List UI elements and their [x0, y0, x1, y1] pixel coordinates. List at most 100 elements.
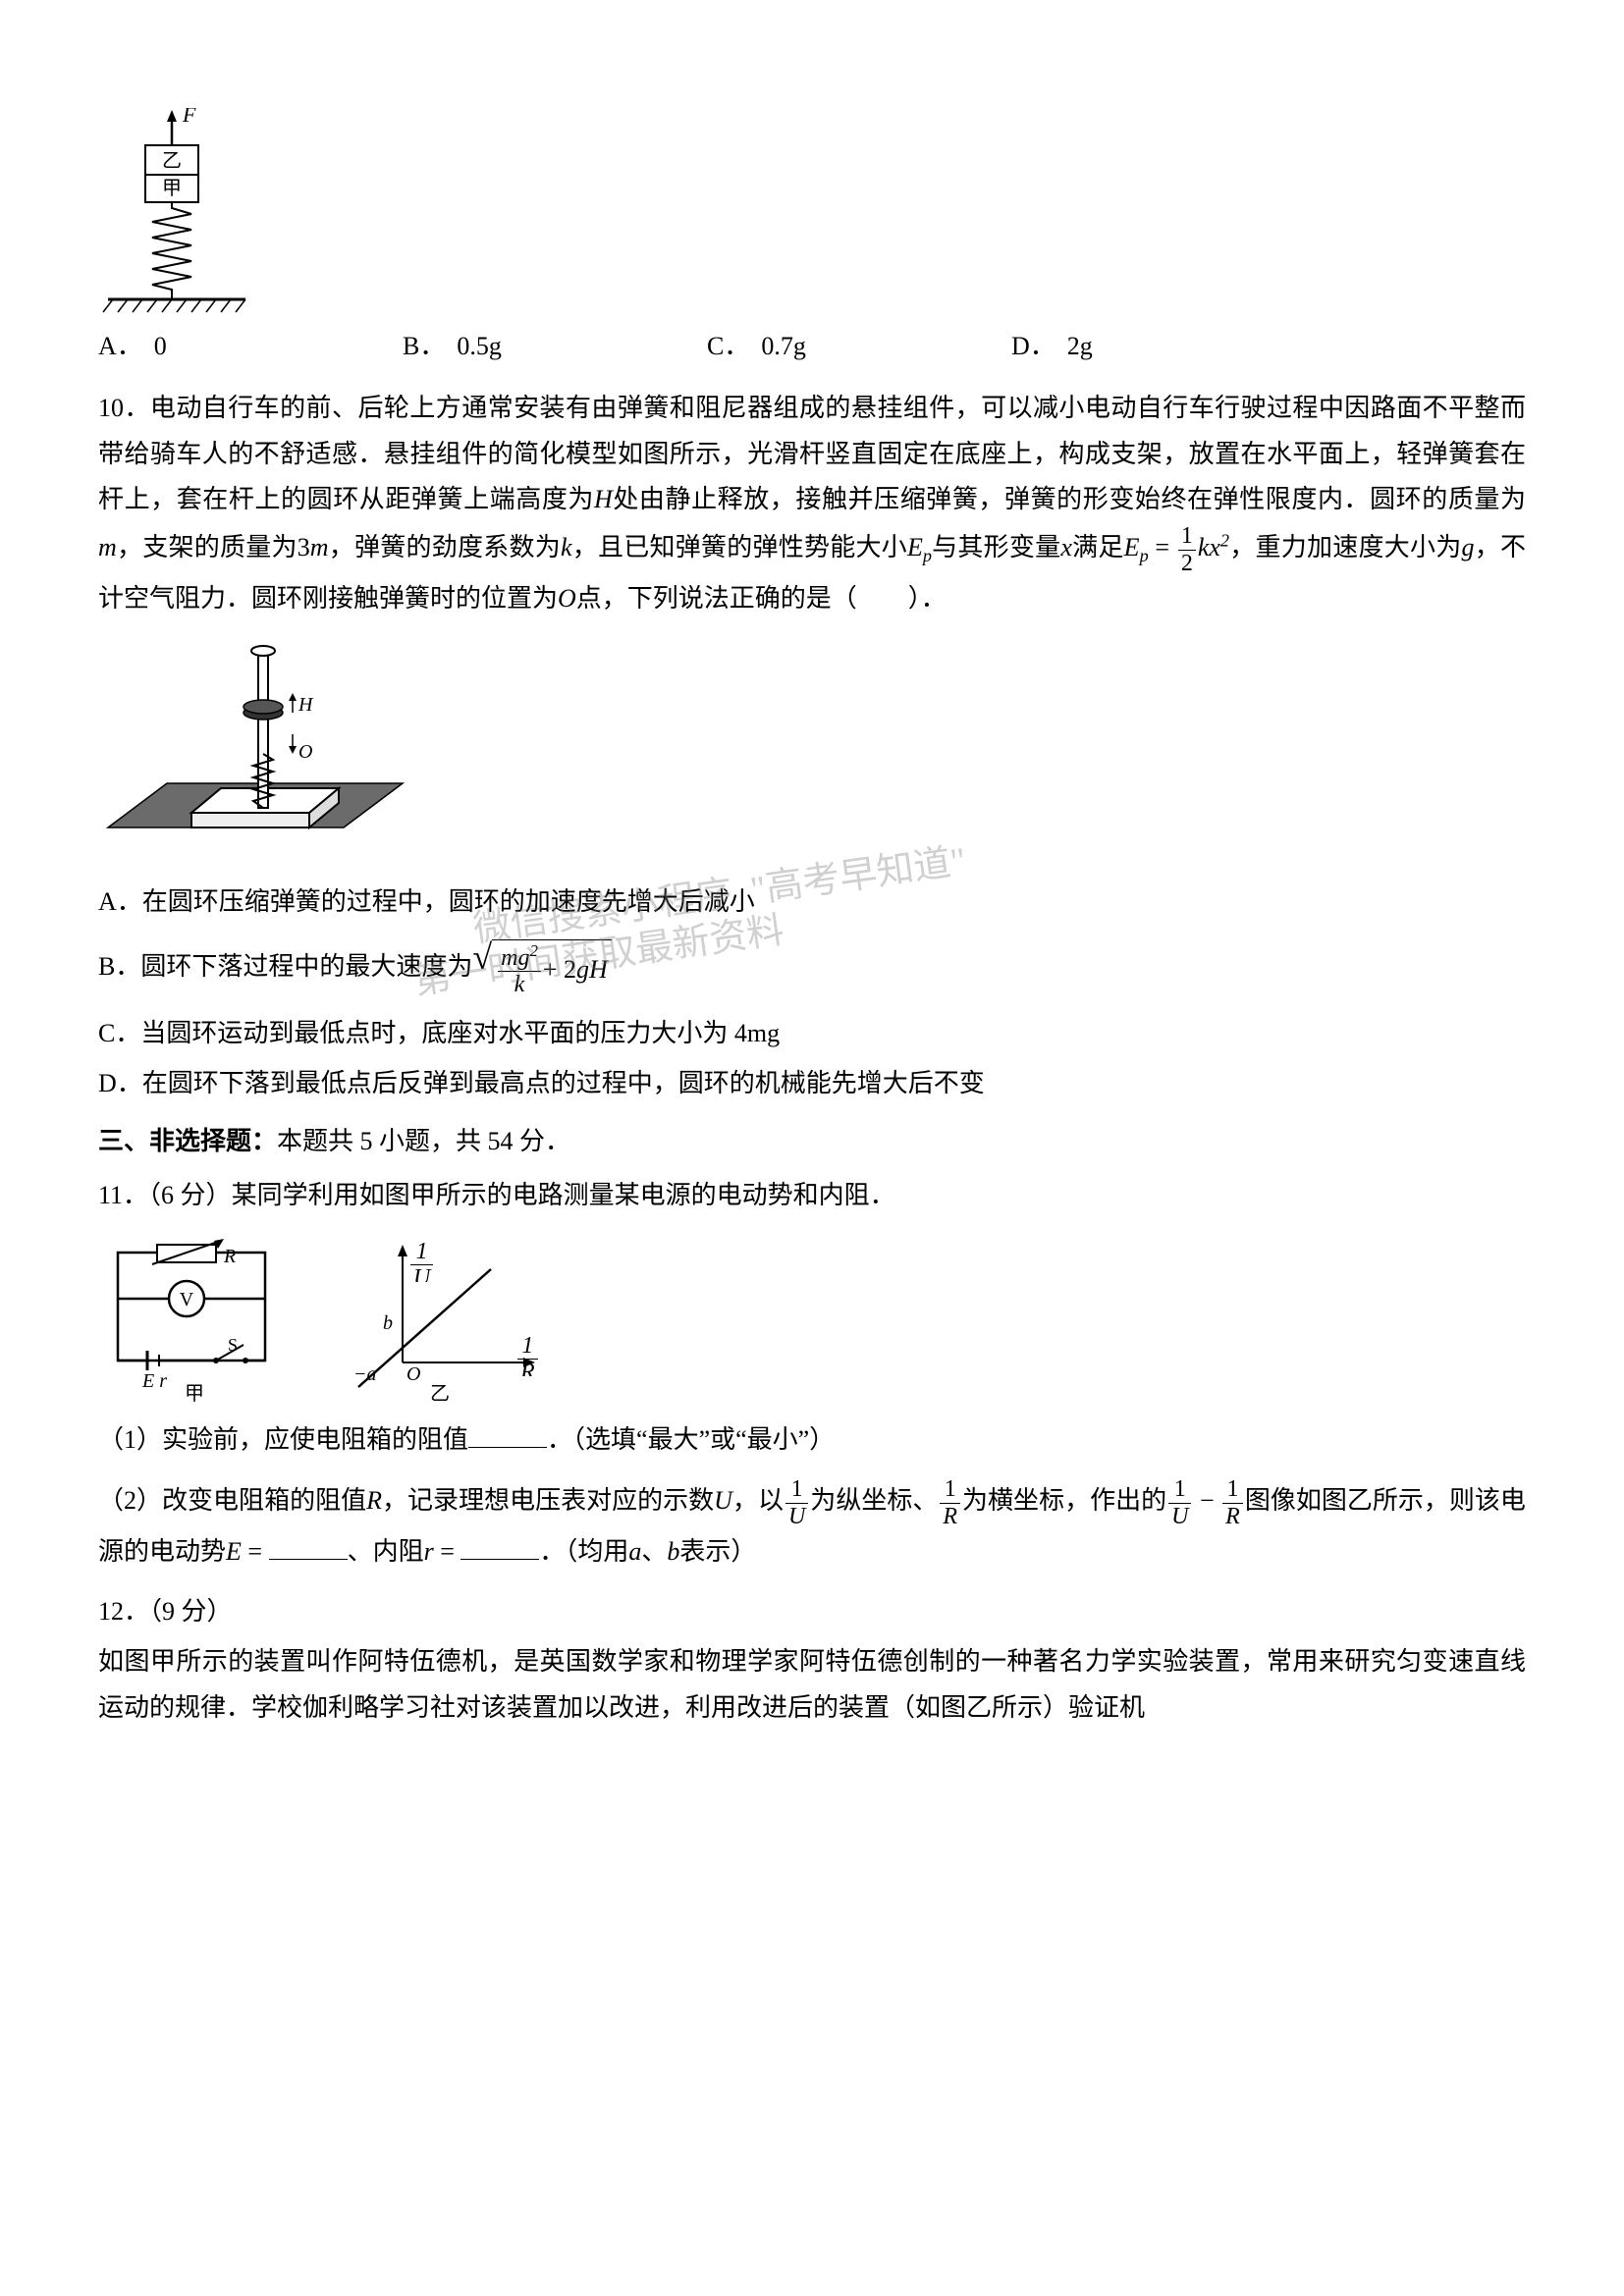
sub2-text: ，以 [732, 1486, 784, 1515]
q10-label-O: O [298, 741, 312, 763]
q10-option-D: D．在圆环下落到最低点后反弹到最高点的过程中，圆环的机械能先增大后不变 [98, 1061, 1526, 1107]
q12-header: 12．（9 分） [98, 1589, 1526, 1635]
section-title: 非选择题： [149, 1127, 277, 1155]
section-desc: 本题共 5 小题，共 54 分． [277, 1127, 570, 1155]
var-E: E [226, 1537, 242, 1566]
var-a: a [628, 1537, 641, 1566]
option-text: 当圆环运动到最低点时，底座对水平面的压力大小为 4mg [140, 1019, 780, 1047]
eq-Ep: Ep [1124, 533, 1149, 561]
blank-field[interactable] [269, 1534, 348, 1560]
q10-number: 10． [98, 394, 150, 422]
var-m: m [98, 533, 117, 561]
eq-text: = [434, 1537, 461, 1566]
spring-block-svg: 甲 乙 F [98, 108, 255, 314]
sub1-text: 实验前，应使电阻箱的阻值 [162, 1425, 468, 1454]
q10-text: ，重力加速度大小为 [1229, 533, 1461, 561]
var-g: g [1461, 533, 1474, 561]
q9-options: A． 0 B． 0.5g C． 0.7g D． 2g [98, 324, 1526, 370]
q10-option-A: A．在圆环压缩弹簧的过程中，圆环的加速度先增大后减小 [98, 880, 1526, 926]
var-Ep: Ep [907, 533, 932, 561]
var-O: O [558, 584, 576, 613]
sqrt-expr: √mg2k + 2gH [472, 939, 611, 998]
frac-half: 12 [1178, 523, 1196, 576]
q10-figure: H O [98, 636, 1526, 862]
option-letter: B． [403, 324, 445, 370]
option-text: 0 [154, 324, 167, 370]
q11-header: 11．（6 分）某同学利用如图甲所示的电路测量某电源的电动势和内阻． [98, 1173, 1526, 1219]
var-H: H [594, 485, 613, 513]
q10-text: ，且已知弹簧的弹性势能大小 [572, 533, 907, 561]
minus-text: − [1193, 1486, 1220, 1515]
q12-stem: 如图甲所示的装置叫作阿特伍德机，是英国数学家和物理学家阿特伍德创制的一种著名力学… [98, 1639, 1526, 1732]
q11-label-b: b [383, 1312, 393, 1334]
q11-label-R: R [223, 1246, 236, 1267]
frac-1R-2: 1R [1222, 1476, 1243, 1529]
sub2-text: 表示） [679, 1537, 756, 1566]
q10-text: ，支架的质量为 [117, 533, 298, 561]
q10-option-C: C．当圆环运动到最低点时，底座对水平面的压力大小为 4mg [98, 1011, 1526, 1057]
q9-option-D: D． 2g [1011, 324, 1093, 370]
q11-label-jia: 甲 [185, 1383, 204, 1402]
sub2-text: 、内阻 [348, 1537, 424, 1566]
sub1-label: （1） [98, 1425, 162, 1454]
sub2-text: 为横坐标，作出的 [962, 1486, 1166, 1515]
eq-text: = [242, 1537, 269, 1566]
option-letter: A． [98, 324, 142, 370]
eq-kx2: kx2 [1198, 533, 1229, 561]
q11-label-yi: 乙 [430, 1383, 450, 1402]
q11-label-Er: E r [141, 1370, 167, 1392]
q9-label-jia: 甲 [162, 178, 182, 199]
option-letter: D． [1011, 324, 1056, 370]
q10-text: ，弹簧的劲度系数为 [329, 533, 561, 561]
q9-option-B: B． 0.5g [403, 324, 707, 370]
option-text: 0.7g [761, 324, 806, 370]
frac-1U-2: 1U [1168, 1476, 1191, 1529]
q11-label-S: S [228, 1335, 238, 1355]
eq-equals: = [1149, 533, 1176, 561]
q12-number: 12． [98, 1597, 149, 1626]
q9-option-A: A． 0 [98, 324, 403, 370]
section-3-header: 三、非选择题：本题共 5 小题，共 54 分． [98, 1119, 1526, 1165]
q11-label-O: O [406, 1363, 420, 1385]
q11-figures: R V S E r 甲 b −a O 1U [98, 1235, 1526, 1402]
option-text: 2g [1067, 324, 1093, 370]
sub2-label: （2） [98, 1486, 162, 1515]
var-3m: 3m [298, 533, 329, 561]
q9-label-F: F [182, 108, 196, 127]
blank-field[interactable] [468, 1422, 547, 1448]
var-b: b [667, 1537, 679, 1566]
sub1-text: ．（选填“最大”或“最小”） [547, 1425, 835, 1454]
blank-field[interactable] [460, 1534, 539, 1560]
q10-text: 满足 [1072, 533, 1124, 561]
q10-text: 与其形变量 [932, 533, 1060, 561]
q10-option-B: B．圆环下落过程中的最大速度为√mg2k + 2gH [98, 939, 1526, 998]
sub2-text: 改变电阻箱的阻值 [162, 1486, 366, 1515]
option-text: 在圆环下落到最低点后反弹到最高点的过程中，圆环的机械能先增大后不变 [142, 1069, 985, 1097]
q11-sub2: （2）改变电阻箱的阻值R，记录理想电压表对应的示数U，以1U为纵坐标、1R为横坐… [98, 1476, 1526, 1575]
q11-label-nega: −a [353, 1363, 377, 1385]
option-text: 0.5g [457, 324, 502, 370]
sub2-text: 为纵坐标、 [810, 1486, 938, 1515]
q11-stem: 某同学利用如图甲所示的电路测量某电源的电动势和内阻． [232, 1181, 895, 1209]
q12-points: （9 分） [149, 1597, 233, 1626]
q11-graph-svg: b −a O 1U 1R 乙 [324, 1235, 550, 1402]
section-prefix: 三、 [98, 1127, 149, 1155]
var-R: R [366, 1486, 382, 1515]
var-k: k [561, 533, 572, 561]
frac-mg2k: mg2k [498, 942, 541, 998]
var-U: U [714, 1486, 732, 1515]
q11-circuit-svg: R V S E r 甲 [98, 1235, 285, 1402]
q11-sub1: （1）实验前，应使电阻箱的阻值 ．（选填“最大”或“最小”） [98, 1417, 1526, 1464]
sub2-text: ．（均用 [539, 1537, 628, 1566]
option-letter: C． [98, 1019, 140, 1047]
sub2-text: 、 [641, 1537, 667, 1566]
frac-1U: 1U [785, 1476, 808, 1529]
option-letter: B． [98, 951, 140, 980]
q10-label-H: H [298, 694, 314, 716]
q9-label-yi: 乙 [162, 150, 182, 172]
q10-text: 处由静止释放，接触并压缩弹簧，弹簧的形变始终在弹性限度内．圆环的质量为 [613, 485, 1526, 513]
q12-text: 如图甲所示的装置叫作阿特伍德机，是英国数学家和物理学家阿特伍德创制的一种著名力学… [98, 1647, 1526, 1722]
option-letter: A． [98, 887, 142, 916]
option-letter: C． [707, 324, 749, 370]
q9-option-C: C． 0.7g [707, 324, 1011, 370]
